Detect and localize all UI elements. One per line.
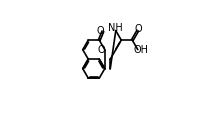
Text: NH: NH: [108, 23, 123, 33]
Text: O: O: [135, 24, 142, 34]
Text: O: O: [97, 26, 104, 36]
Text: O: O: [98, 45, 106, 55]
Text: OH: OH: [133, 45, 149, 55]
